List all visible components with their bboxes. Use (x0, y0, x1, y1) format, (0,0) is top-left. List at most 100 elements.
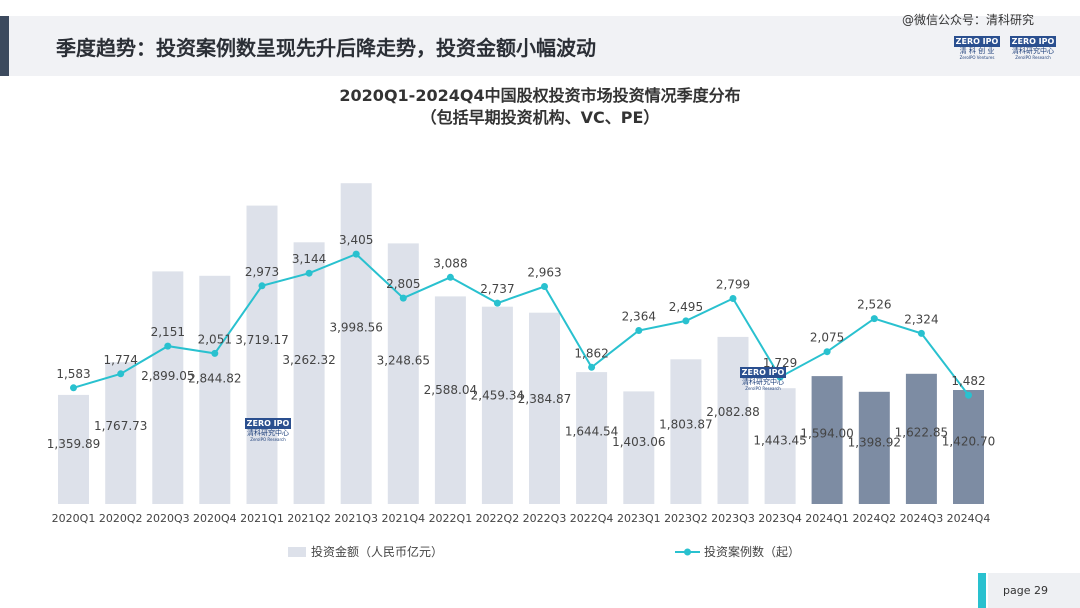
amount-label-2024Q4: 1,420.70 (942, 434, 995, 448)
x-tick-2021Q1: 2021Q1 (240, 512, 284, 525)
page-number: page 29 (1003, 584, 1048, 597)
logo-right-top: ZERO IPO (1010, 36, 1056, 47)
chart-watermark-logo-2: ZERO IPO 清科研究中心 ZeroIPO Research (740, 367, 786, 391)
logo-left-sub: 清 科 创 业 (959, 47, 995, 55)
x-tick-2021Q3: 2021Q3 (334, 512, 378, 525)
chart-subtitle: （包括早期投资机构、VC、PE） (420, 108, 660, 127)
bar-2023Q1 (623, 391, 655, 504)
count-label-2023Q2: 2,495 (669, 300, 703, 314)
bar-2022Q3 (529, 312, 560, 504)
x-tick-2022Q2: 2022Q2 (476, 512, 520, 525)
amount-label-2021Q1: 3,719.17 (235, 333, 288, 347)
chart-title: 2020Q1-2024Q4中国股权投资市场投资情况季度分布 (339, 86, 741, 105)
amount-label-2022Q4: 1,644.54 (565, 424, 618, 438)
chart-logo-1-tiny: ZeroIPO Research (250, 437, 286, 442)
x-tick-2021Q4: 2021Q4 (381, 512, 425, 525)
count-point-2024Q4 (965, 391, 972, 399)
count-label-2024Q4: 1,482 (951, 374, 985, 388)
amount-label-2024Q1: 1,594.00 (800, 427, 853, 441)
watermark-text: @微信公众号：清科研究 (901, 13, 1034, 27)
legend-label-amount: 投资金额（人民币亿元） (311, 544, 443, 559)
bar-2020Q2 (105, 362, 137, 504)
x-tick-2022Q4: 2022Q4 (570, 512, 614, 525)
bar-2022Q4 (576, 372, 608, 504)
x-tick-2024Q3: 2024Q3 (900, 512, 944, 525)
count-label-2021Q2: 3,144 (292, 252, 326, 266)
count-point-2024Q1 (823, 348, 831, 356)
legend-marker-count (684, 548, 691, 556)
amount-label-2022Q3: 2,384.87 (518, 392, 571, 406)
x-tick-2024Q1: 2024Q1 (805, 512, 849, 525)
x-tick-2023Q2: 2023Q2 (664, 512, 708, 525)
count-point-2024Q3 (917, 329, 925, 337)
amount-label-2020Q2: 1,767.73 (94, 419, 147, 433)
bar-2021Q4 (387, 243, 419, 504)
count-point-2020Q4 (211, 349, 219, 357)
header-band (0, 16, 1080, 76)
header-accent-bar (0, 16, 9, 76)
count-point-2021Q2 (305, 269, 313, 277)
count-label-2023Q1: 2,364 (622, 310, 656, 324)
count-point-2024Q2 (870, 315, 878, 323)
amount-label-2020Q3: 2,899.05 (141, 369, 194, 383)
x-tick-2023Q1: 2023Q1 (617, 512, 661, 525)
count-point-2021Q3 (352, 250, 360, 258)
logo-zeroipo-research: ZERO IPO 清科研究中心 ZeroIPO Research (1010, 36, 1056, 60)
bar-2021Q1 (246, 205, 278, 504)
bar-2023Q3 (717, 336, 749, 504)
count-label-2022Q2: 2,737 (480, 282, 514, 296)
count-point-2022Q3 (541, 283, 548, 290)
amount-label-2023Q2: 1,803.87 (659, 417, 712, 431)
count-label-2024Q2: 2,526 (857, 298, 891, 312)
logo-right-sub: 清科研究中心 (1012, 47, 1054, 55)
x-tick-2020Q1: 2020Q1 (52, 512, 96, 525)
count-label-2021Q4: 2,805 (386, 277, 420, 291)
count-label-2023Q4: 1,729 (763, 356, 797, 370)
x-tick-2024Q2: 2024Q2 (852, 512, 896, 525)
bar-2021Q3 (340, 183, 372, 504)
bar-2024Q1 (811, 376, 843, 504)
x-tick-2020Q2: 2020Q2 (99, 512, 143, 525)
count-point-2023Q1 (635, 327, 643, 334)
count-label-2022Q3: 2,963 (527, 266, 561, 280)
chart-logo-2-sub: 清科研究中心 (742, 378, 784, 386)
bar-2022Q2 (481, 306, 513, 504)
count-label-2020Q2: 1,774 (104, 353, 138, 367)
count-point-2020Q3 (164, 342, 172, 350)
bar-2024Q2 (858, 391, 890, 504)
count-point-2023Q3 (729, 295, 737, 302)
bar-2023Q4 (764, 388, 796, 504)
x-tick-2021Q2: 2021Q2 (287, 512, 331, 525)
count-point-2020Q1 (70, 384, 77, 392)
chart-logo-2-top: ZERO IPO (740, 367, 786, 378)
amount-label-2022Q2: 2,459.34 (471, 389, 524, 403)
x-tick-2023Q3: 2023Q3 (711, 512, 755, 525)
amount-label-2021Q4: 3,248.65 (377, 354, 430, 368)
count-label-2020Q1: 1,583 (56, 367, 90, 381)
amount-label-2024Q2: 1,398.92 (848, 435, 901, 449)
amount-label-2021Q3: 3,998.56 (329, 321, 382, 335)
bar-2022Q1 (434, 296, 466, 504)
count-label-2021Q1: 2,973 (245, 265, 279, 279)
amount-label-2023Q1: 1,403.06 (612, 435, 665, 449)
amount-label-2022Q1: 2,588.04 (424, 383, 477, 397)
amount-label-2023Q3: 2,082.88 (706, 405, 759, 419)
logo-zeroipo-ventures: ZERO IPO 清 科 创 业 ZeroIPO Ventures (954, 36, 1000, 60)
count-point-2021Q1 (258, 282, 266, 290)
bar-2021Q2 (293, 242, 325, 505)
legend-swatch-amount (288, 547, 306, 557)
x-tick-2023Q4: 2023Q4 (758, 512, 802, 525)
bar-2020Q4 (199, 275, 231, 504)
page-title: 季度趋势：投资案例数呈现先升后降走势，投资金额小幅波动 (56, 36, 596, 60)
count-label-2020Q4: 2,051 (198, 332, 232, 346)
count-label-2022Q4: 1,862 (574, 346, 608, 360)
count-label-2024Q3: 2,324 (904, 312, 938, 326)
x-tick-2024Q4: 2024Q4 (947, 512, 991, 525)
count-label-2021Q3: 3,405 (339, 233, 373, 247)
bar-2020Q3 (152, 271, 184, 504)
count-line (73, 252, 970, 396)
count-point-2020Q2 (117, 370, 125, 378)
amount-label-2020Q4: 2,844.82 (188, 372, 241, 386)
logo-left-tiny: ZeroIPO Ventures (959, 55, 995, 60)
